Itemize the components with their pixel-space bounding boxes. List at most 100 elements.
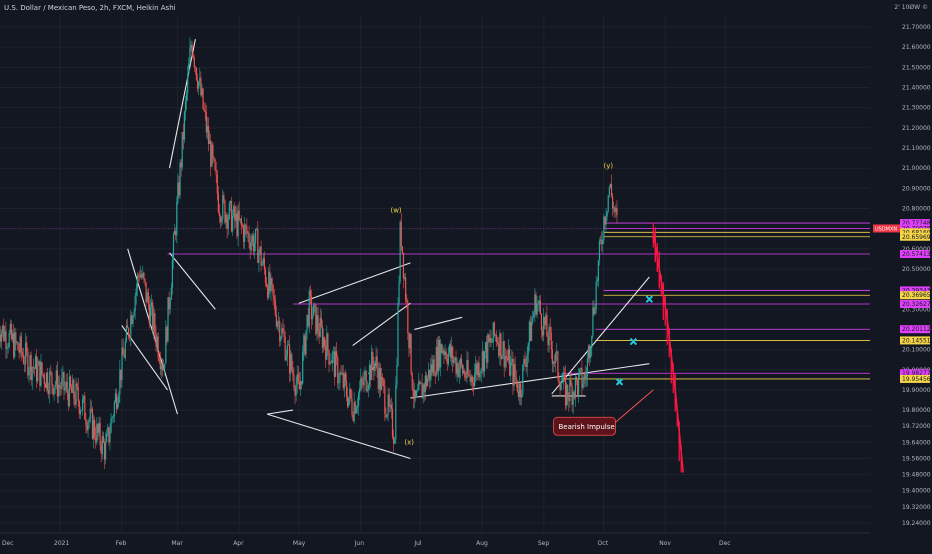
candle-body — [54, 384, 56, 389]
candle-body — [189, 47, 191, 64]
candle-body — [212, 144, 214, 158]
candle-body — [332, 351, 334, 354]
candle-body — [246, 226, 248, 234]
candle-body — [516, 380, 518, 392]
candle-body — [613, 207, 615, 209]
candle-body — [229, 201, 232, 204]
candle-body — [134, 295, 136, 312]
x-tick-label: Oct — [598, 540, 609, 547]
x-tick-label: Apr — [233, 540, 244, 547]
candle-body — [495, 334, 498, 342]
candle-body — [464, 371, 466, 378]
candle-body — [498, 343, 500, 356]
candle-body — [576, 380, 579, 395]
candle-body — [594, 309, 596, 314]
settings-icon[interactable]: 2' 10ØW © — [894, 4, 928, 11]
candle-body — [101, 436, 103, 454]
candle-body — [575, 377, 578, 381]
candle-body — [29, 354, 31, 371]
candle-body — [580, 367, 582, 370]
candle-body — [334, 351, 337, 377]
candle-body — [66, 381, 68, 393]
candle-body — [438, 339, 441, 368]
candle-body — [315, 304, 317, 335]
candle-body — [236, 213, 238, 237]
level-price-tag — [900, 336, 930, 345]
candle-body — [164, 363, 166, 368]
candle-body — [444, 351, 446, 356]
candle-body — [7, 346, 9, 348]
trendline — [352, 302, 411, 347]
candle-body — [259, 246, 261, 253]
level-price-label: 20.36965 — [902, 292, 931, 299]
candle-body — [562, 372, 564, 382]
candle-body — [446, 359, 448, 365]
candle-body — [108, 427, 110, 443]
candle-body — [224, 200, 226, 223]
y-tick-label: 19.90000 — [902, 387, 931, 394]
candle-body — [124, 341, 126, 358]
level-price-label: 20.72748 — [902, 220, 931, 227]
candle-body — [271, 278, 273, 285]
candle-body — [223, 195, 225, 201]
annotation-background — [553, 416, 616, 436]
candle-body — [84, 395, 86, 420]
candle-body — [34, 356, 37, 369]
candle-body — [578, 374, 580, 395]
candle-body — [521, 394, 523, 398]
x-axis: Dec 2021 Feb Mar Apr May Jun Jul Aug Sep Oct Nov Dec — [0, 532, 870, 547]
candle-body — [140, 274, 142, 278]
candle-body — [184, 101, 187, 113]
candle-body — [157, 336, 159, 358]
candle-body — [260, 246, 262, 266]
candle-body — [273, 296, 275, 301]
candle-body — [386, 415, 388, 418]
trendline — [551, 276, 650, 395]
candle-body — [436, 346, 438, 372]
candle-body — [547, 336, 549, 346]
trendline — [168, 38, 196, 169]
candle-body — [203, 108, 205, 111]
candle-body — [513, 364, 515, 386]
projection — [652, 222, 684, 473]
candle-body — [120, 369, 122, 381]
candle-body — [283, 332, 285, 337]
candle-body — [435, 346, 437, 377]
candle-body — [587, 346, 590, 359]
candle-body — [316, 315, 318, 335]
candle-body — [194, 66, 196, 68]
candle-body — [317, 315, 319, 332]
candle-body — [452, 346, 454, 363]
candle-body — [103, 442, 106, 460]
level-price-label: 20.20112 — [902, 326, 931, 333]
candle-body — [417, 390, 419, 392]
candle-body — [512, 358, 514, 386]
candle-body — [499, 333, 501, 356]
candle-body — [584, 374, 586, 379]
candle-body — [310, 295, 313, 320]
candle-body — [398, 281, 400, 304]
candle-body — [32, 367, 34, 368]
candle-body — [487, 334, 489, 363]
candle-body — [361, 378, 363, 382]
candle-body — [302, 351, 304, 384]
candle-body — [67, 392, 69, 407]
candle-body — [484, 342, 487, 352]
candle-body — [88, 419, 90, 423]
candle-body — [14, 332, 16, 357]
candle-body — [432, 359, 434, 373]
candle-body — [59, 384, 61, 387]
candle-body — [320, 317, 322, 327]
candle-body — [276, 322, 279, 327]
candle-body — [25, 342, 27, 364]
candle-body — [301, 381, 303, 384]
candle-body — [278, 321, 280, 323]
candle-body — [38, 360, 40, 366]
candle-body — [172, 234, 175, 260]
candle-body — [488, 334, 490, 342]
horizontal-levels — [0, 222, 870, 380]
candle-body — [533, 312, 535, 318]
candle-body — [37, 365, 39, 382]
